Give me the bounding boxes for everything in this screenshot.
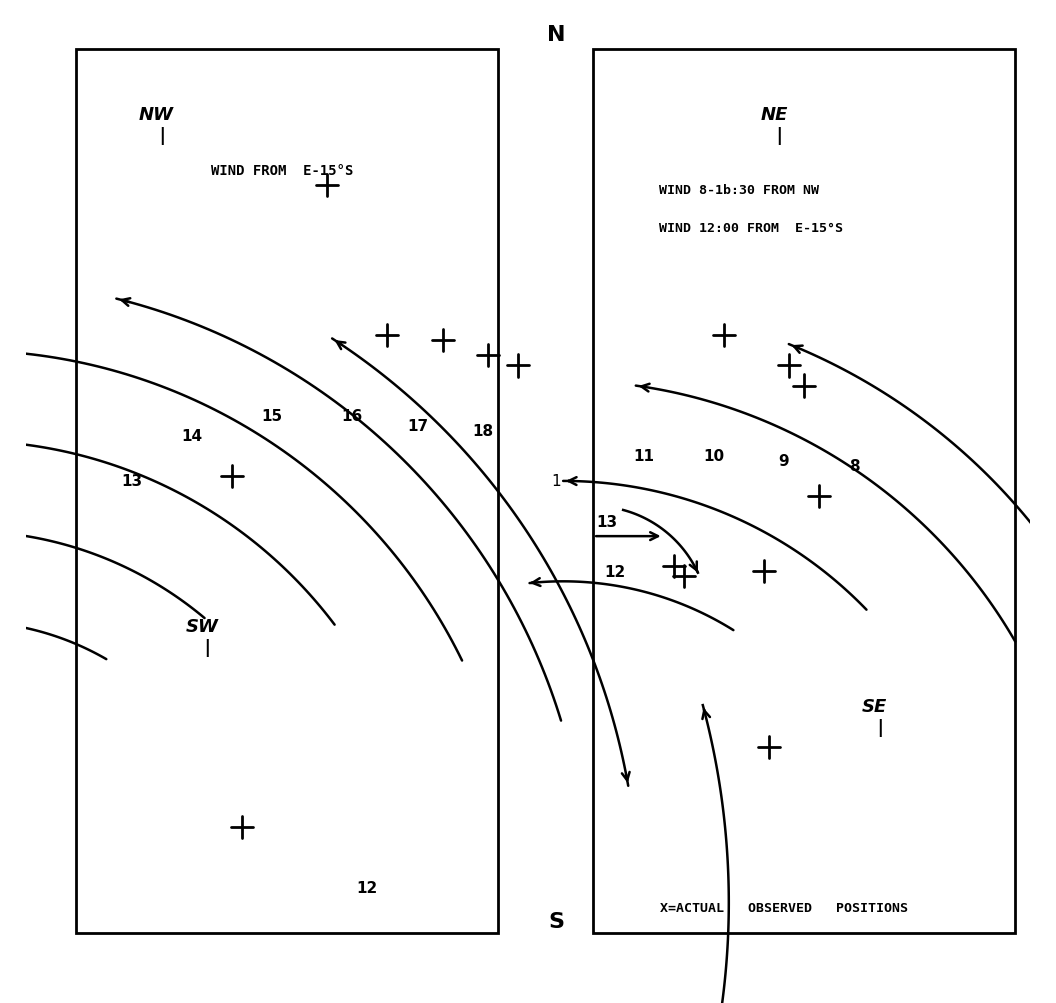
Text: SW
  |: SW |	[185, 618, 219, 656]
Text: 14: 14	[181, 429, 202, 443]
Text: 9: 9	[778, 454, 789, 468]
Text: WIND 12:00 FROM  E-15°S: WIND 12:00 FROM E-15°S	[659, 223, 843, 235]
Text: S: S	[548, 911, 564, 931]
Text: X=ACTUAL   OBSERVED   POSITIONS: X=ACTUAL OBSERVED POSITIONS	[660, 902, 908, 914]
Text: 17: 17	[407, 419, 428, 433]
Bar	[76, 50, 497, 933]
Text: 18: 18	[472, 424, 493, 438]
Bar	[593, 50, 1015, 933]
Text: 12: 12	[604, 565, 625, 579]
Text: N: N	[547, 25, 565, 45]
Text: 16: 16	[342, 409, 363, 423]
Text: NE
  |: NE |	[760, 106, 788, 144]
Text: 11: 11	[633, 449, 654, 463]
Text: 8: 8	[849, 459, 860, 473]
Text: SE
  |: SE |	[862, 698, 887, 736]
Text: 13: 13	[120, 474, 142, 488]
Text: 15: 15	[262, 409, 283, 423]
Text: NW
  |: NW |	[139, 106, 174, 144]
Text: 12: 12	[357, 881, 378, 895]
Text: WIND FROM  E-15°S: WIND FROM E-15°S	[211, 163, 353, 178]
Text: 13: 13	[597, 515, 618, 530]
Text: 1: 1	[551, 474, 561, 488]
Text: 10: 10	[703, 449, 724, 463]
Text: WIND 8-1b:30 FROM NW: WIND 8-1b:30 FROM NW	[659, 185, 818, 197]
